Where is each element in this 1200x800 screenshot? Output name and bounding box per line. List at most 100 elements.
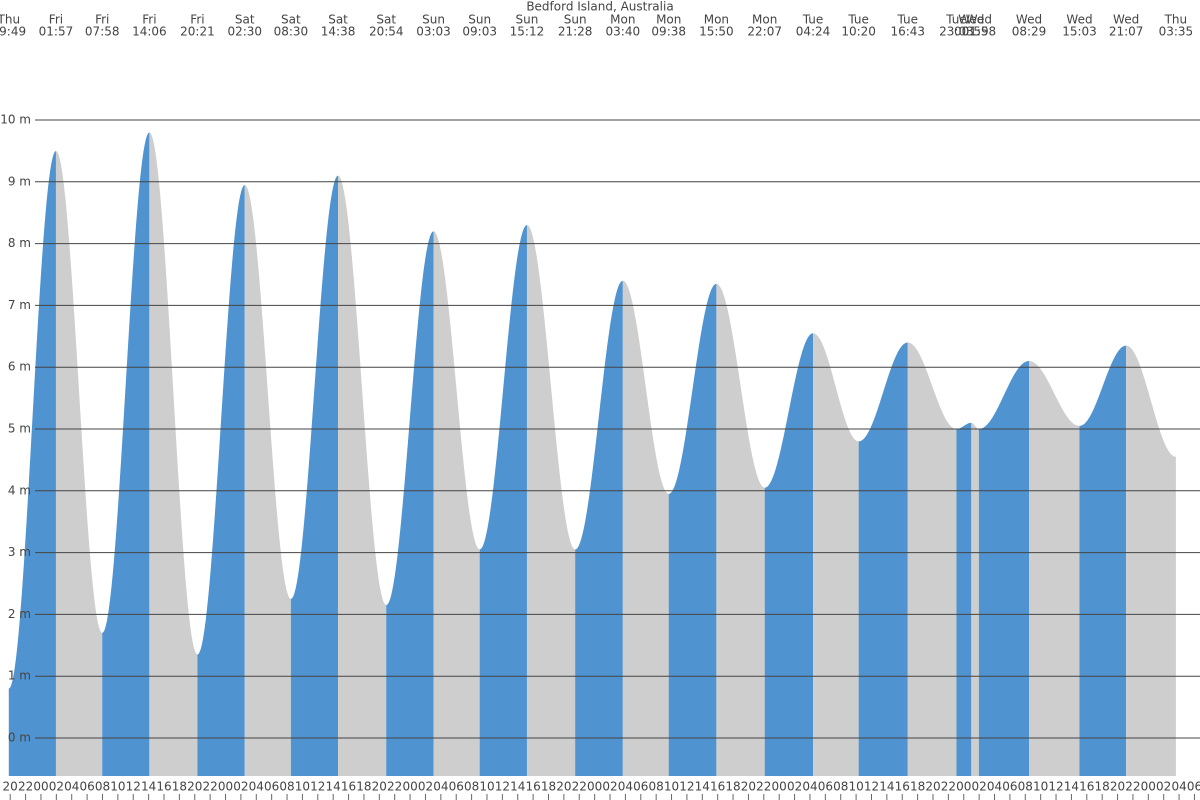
event-day: Sun [564,13,587,27]
event-day: Mon [610,13,635,27]
event-time: 14:38 [321,25,356,39]
x-tick-label: 10 [1033,780,1048,794]
x-tick-label: 06 [818,780,833,794]
x-tick-label: 02 [49,780,64,794]
event-time: 23:03 [939,25,974,39]
rising-area [386,231,434,777]
x-tick-label: 04 [433,780,448,794]
falling-area [971,422,979,776]
x-tick-label: 06 [1002,780,1017,794]
x-tick-label: 14 [510,780,525,794]
event-day: Tue [802,13,824,27]
event-day: Mon [752,13,777,27]
x-tick-label: 08 [464,780,479,794]
falling-area [433,231,480,777]
x-tick-label: 22 [941,780,956,794]
x-tick-label: 20 [741,780,756,794]
x-tick-label: 08 [1018,780,1033,794]
event-time: 15:12 [510,25,545,39]
event-day: Tue [945,13,967,27]
event-time: 00:59 [954,25,989,39]
event-day: Sun [468,13,491,27]
x-tick-label: 18 [541,780,556,794]
falling-area [622,280,669,776]
x-tick-label: 20 [1110,780,1125,794]
x-tick-label: 04 [802,780,817,794]
event-day: Sat [235,13,255,27]
rising-area [668,283,717,776]
event-time: 01:57 [39,25,74,39]
y-tick-label: 9 m [8,174,31,188]
event-day: Fri [49,13,63,27]
event-time: 22:07 [747,25,782,39]
y-tick-label: 0 m [8,731,31,745]
falling-area [338,175,387,776]
event-day: Sat [376,13,396,27]
x-tick-label: 04 [64,780,79,794]
falling-area [1126,345,1176,776]
event-day: Tue [897,13,919,27]
x-tick-label: 16 [341,780,356,794]
falling-area [149,132,198,777]
x-tick-label: 14 [141,780,156,794]
event-day: Thu [0,13,20,27]
event-time: 20:54 [369,25,404,39]
rising-area [978,361,1029,776]
event-day: Mon [704,13,729,27]
x-tick-label: 12 [1048,780,1063,794]
falling-area [813,333,859,776]
x-tick-label: 10 [848,780,863,794]
y-tick-label: 3 m [8,545,31,559]
event-time: 03:35 [1159,25,1194,39]
x-tick-label: 14 [879,780,894,794]
event-time: 14:06 [132,25,167,39]
x-tick-label: 16 [525,780,540,794]
rising-area [290,175,339,776]
grid [35,119,1200,739]
rising-area [1079,345,1127,776]
x-tick-label: 02 [602,780,617,794]
event-day: Thu [1164,13,1188,27]
falling-area [1028,361,1080,776]
falling-area [716,283,765,776]
x-tick-label: 12 [864,780,879,794]
event-time: 09:03 [462,25,497,39]
x-tick-label: 22 [18,780,33,794]
event-time: 09:38 [651,25,686,39]
x-tick-label: 02 [418,780,433,794]
x-tick-label: 02 [1156,780,1171,794]
x-tick-label: 12 [495,780,510,794]
event-time: 03:03 [416,25,451,39]
x-tick-label: 18 [356,780,371,794]
event-time: 01:58 [962,25,997,39]
x-tick-label: 04 [249,780,264,794]
x-tick-label: 08 [833,780,848,794]
rising-area [858,342,908,776]
x-tick-label: 00 [218,780,233,794]
x-tick-label: 02 [787,780,802,794]
x-tick-label: 08 [649,780,664,794]
x-tick-label: 20 [3,780,18,794]
event-day: Fri [95,13,109,27]
event-day: Fri [190,13,204,27]
event-time: 08:30 [274,25,309,39]
x-tick-label: 06 [1187,780,1200,794]
rising-area [764,333,814,776]
x-tick-label: 10 [664,780,679,794]
falling-area [907,342,957,776]
event-day: Sun [516,13,539,27]
x-tick-label: 00 [587,780,602,794]
x-tick-label: 00 [33,780,48,794]
event-time: 21:28 [558,25,593,39]
y-tick-label: 6 m [8,360,31,374]
x-tick-label: 12 [126,780,141,794]
x-tick-label: 18 [910,780,925,794]
chart-title: Bedford Island, Australia [526,0,673,14]
event-day: Wed [1113,13,1139,27]
x-tick-label: 18 [725,780,740,794]
x-tick-label: 22 [1125,780,1140,794]
x-tick-label: 00 [956,780,971,794]
x-tick-label: 08 [95,780,110,794]
x-tick-label: 10 [295,780,310,794]
event-time: 21:07 [1109,25,1144,39]
